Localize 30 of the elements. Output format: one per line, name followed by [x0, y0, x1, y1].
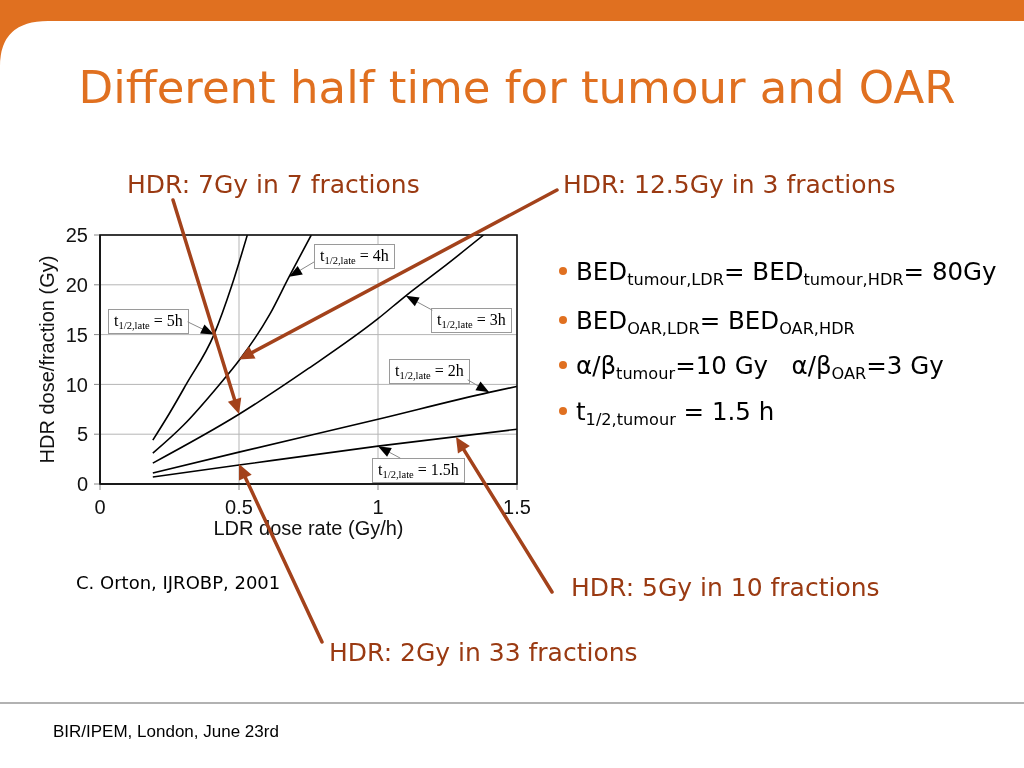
x-tick-label: 1 — [372, 496, 384, 519]
y-tick-label: 20 — [65, 273, 88, 296]
text: HDR: 5Gy in 10 fractions — [571, 572, 880, 602]
text: HDR: 12.5Gy in 3 fractions — [563, 169, 896, 199]
text: t$_{1/2,tumour}$ = 1.5 h — [576, 396, 775, 430]
series-label: t$_{1/2,late}$ = 3h — [431, 308, 512, 333]
text: C. Orton, IJROBP, 2001 — [76, 571, 281, 593]
y-tick-label: 10 — [65, 373, 88, 396]
line-series — [152, 235, 485, 464]
y-tick-label: 5 — [76, 423, 88, 446]
y-tick-label: 0 — [76, 473, 88, 496]
y-tick-label: 15 — [65, 323, 88, 346]
text: HDR: 7Gy in 7 fractions — [127, 169, 420, 199]
text: BIR/IPEM, London, June 23rd — [53, 721, 279, 743]
series-label: t$_{1/2,late}$ = 5h — [108, 309, 189, 334]
chart-title: Different half time for tumour and OAR — [77, 60, 957, 116]
text: α/β$_{tumour}$=10 Gy α/β$_{OAR}$=3 Gy — [576, 350, 944, 384]
text: BED$_{OAR,LDR}$= BED$_{OAR,HDR}$ — [576, 305, 855, 339]
x-tick-label: 1.5 — [503, 496, 531, 519]
x-tick-label: 0 — [94, 496, 106, 519]
y-axis-title: HDR dose/fraction (Gy) — [36, 255, 58, 464]
line-series — [152, 235, 313, 454]
x-tick-label: 0.5 — [225, 496, 253, 519]
text: HDR: 2Gy in 33 fractions — [329, 637, 638, 667]
y-tick-label: 25 — [65, 224, 88, 247]
legend-label: t$_{1/2,late}$ = 1.5h — [372, 458, 465, 483]
line-series — [152, 235, 249, 441]
series-label: t$_{1/2,late}$ = 2h — [389, 359, 470, 384]
series-label: t$_{1/2,late}$ = 4h — [314, 244, 395, 269]
text: BED$_{tumour,LDR}$= BED$_{tumour,HDR}$= 80Gy — [576, 256, 997, 290]
